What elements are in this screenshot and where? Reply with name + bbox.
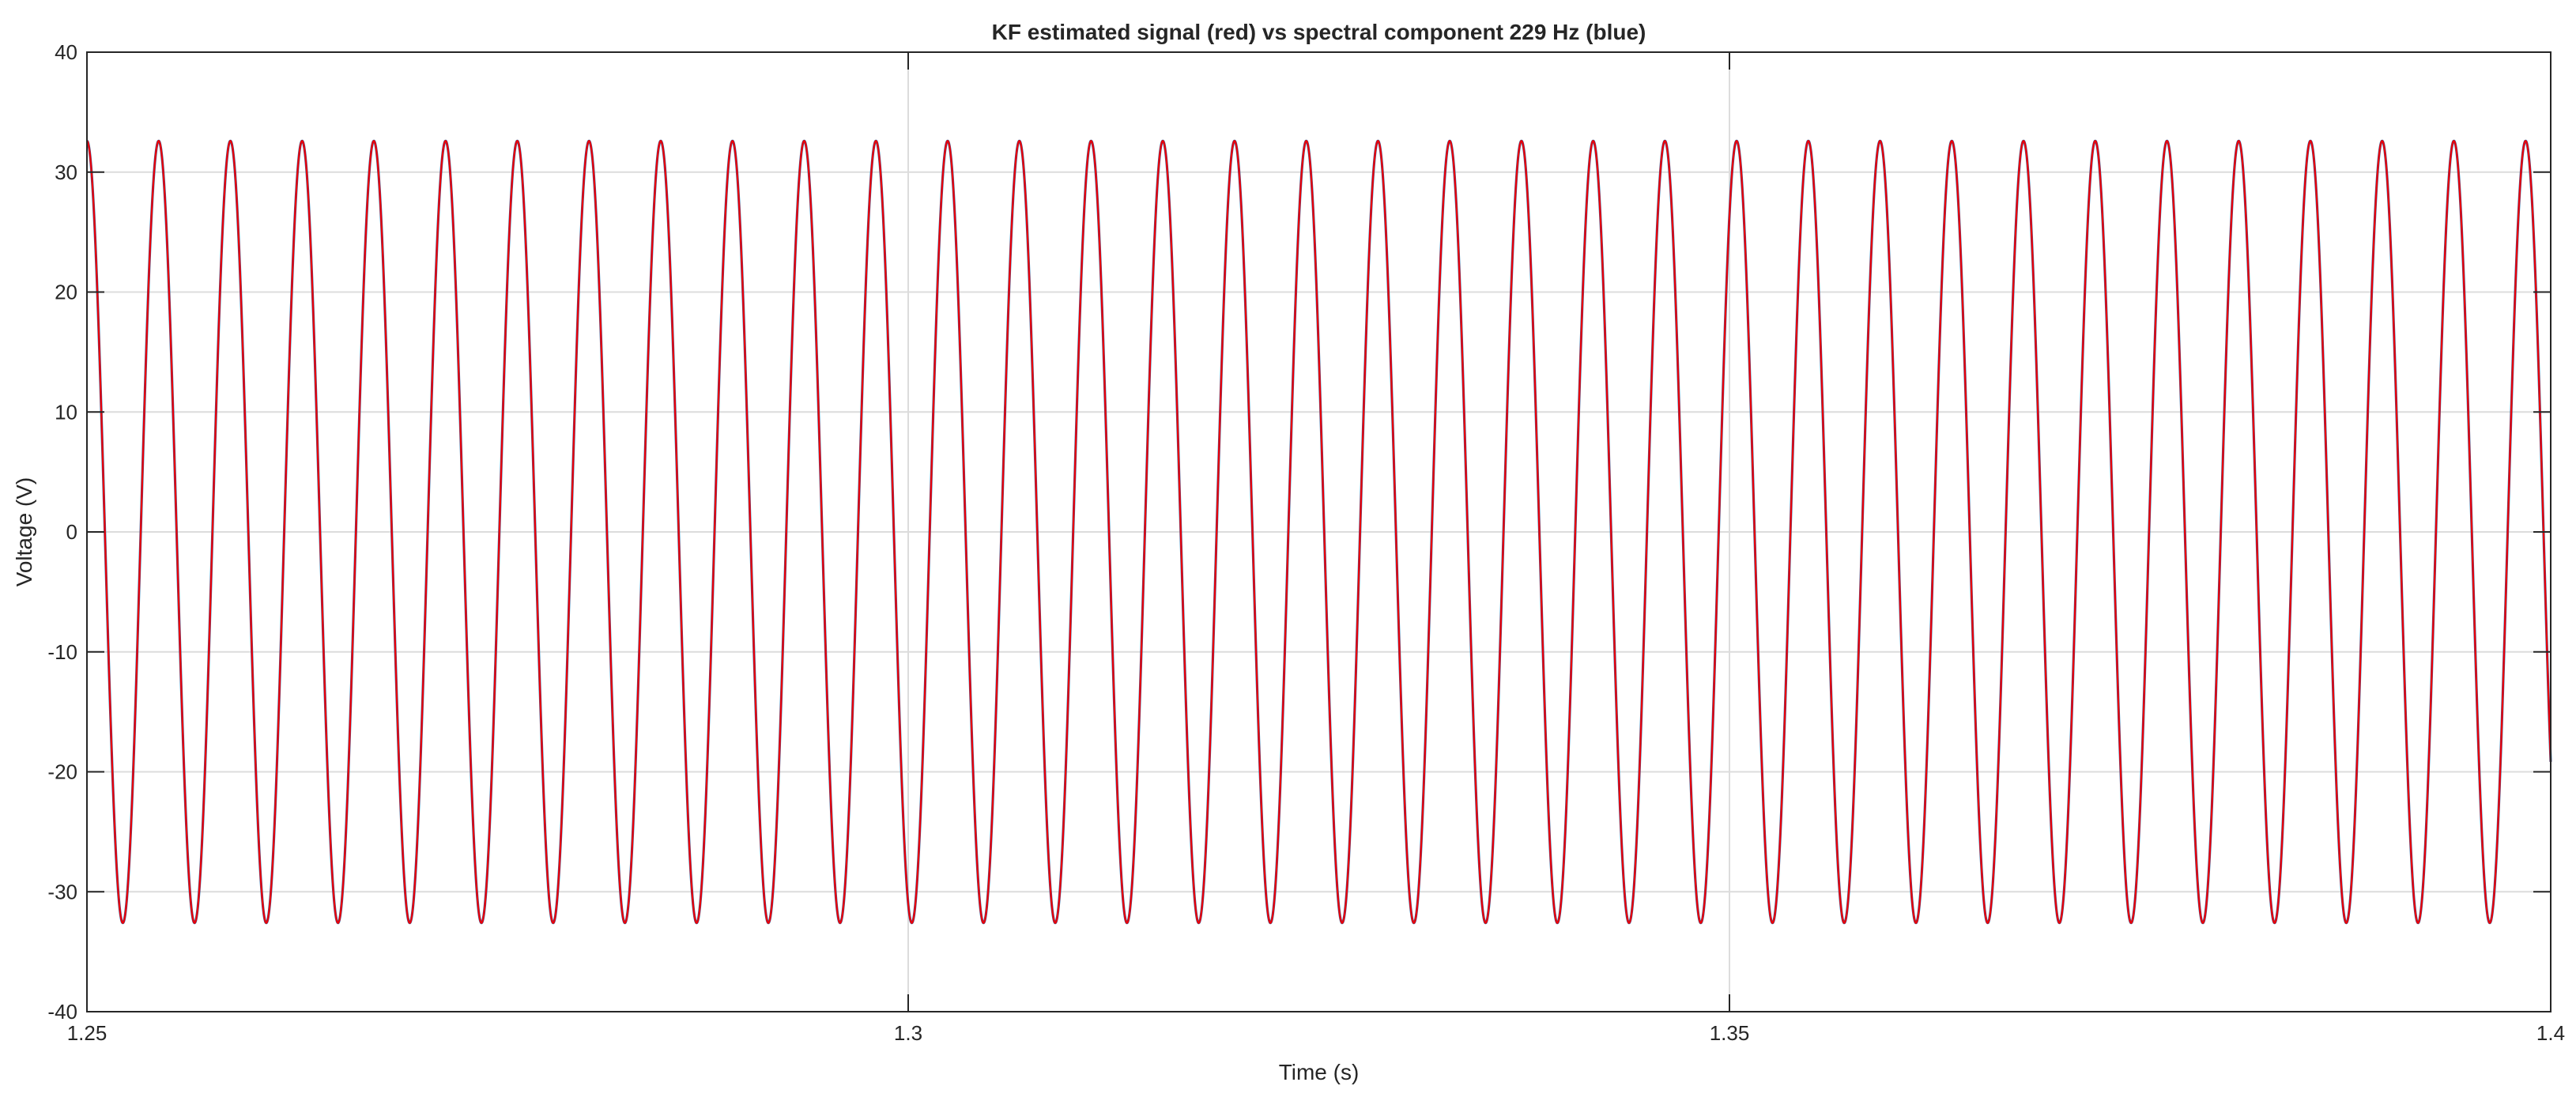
series-red-line	[86, 140, 2552, 924]
x-tick-label: 1.35	[1710, 1021, 1750, 1045]
x-axis-label: Time (s)	[1279, 1060, 1360, 1084]
y-tick-label: -30	[47, 880, 77, 903]
x-tick-label: 1.4	[2536, 1021, 2565, 1045]
x-tick-label: 1.25	[67, 1021, 107, 1045]
y-axis-label: Voltage (V)	[12, 477, 36, 587]
grid-lines	[87, 52, 2551, 1012]
chart-title: KF estimated signal (red) vs spectral co…	[992, 20, 1646, 44]
tick-marks	[86, 51, 2551, 1012]
y-tick-label: 20	[55, 281, 77, 304]
series-layer	[85, 139, 2552, 925]
y-tick-label: 40	[55, 40, 77, 64]
y-tick-label: -40	[47, 1000, 77, 1024]
y-tick-label: -10	[47, 640, 77, 664]
y-tick-label: 10	[55, 400, 77, 424]
y-tick-label: 0	[66, 520, 77, 544]
tick-labels: -40 -30 -20 -10 0 10 20 30 40 1.25 1.3 1.35 1.4	[47, 40, 2565, 1045]
x-tick-label: 1.3	[894, 1021, 922, 1045]
y-tick-label: 30	[55, 160, 77, 184]
y-tick-label: -20	[47, 760, 77, 784]
